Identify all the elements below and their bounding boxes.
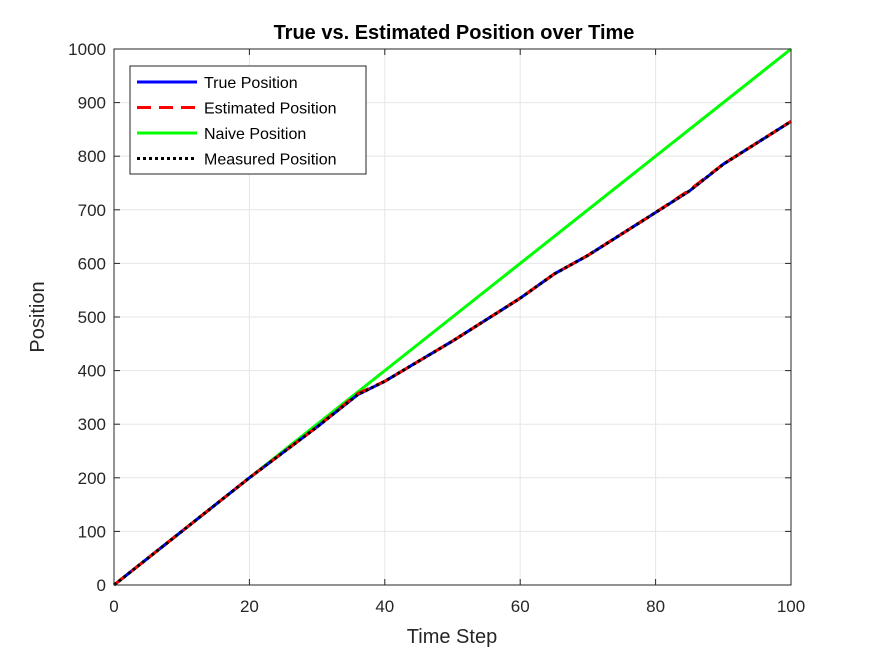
y-tick-label: 300 xyxy=(78,415,106,434)
x-axis-label: Time Step xyxy=(407,626,497,648)
y-tick-label: 100 xyxy=(78,522,106,541)
x-tick-label: 0 xyxy=(109,597,118,616)
x-tick-label: 60 xyxy=(511,597,530,616)
y-axis-label: Position xyxy=(27,281,49,352)
y-tick-label: 1000 xyxy=(68,40,106,59)
legend-label-measured-position: Measured Position xyxy=(204,152,337,169)
x-tick-label: 20 xyxy=(240,597,259,616)
x-tick-label: 100 xyxy=(777,597,805,616)
legend-label-estimated-position: Estimated Position xyxy=(204,101,337,118)
y-tick-label: 500 xyxy=(78,308,106,327)
series-lines xyxy=(113,47,792,587)
y-tick-label: 800 xyxy=(78,147,106,166)
axis-ticks: 0 20 40 60 80 1000100200300400500600700800900… xyxy=(68,40,805,616)
y-tick-label: 700 xyxy=(78,201,106,220)
series-line-measured-position xyxy=(113,120,792,587)
x-tick-label: 80 xyxy=(646,597,665,616)
y-tick-label: 0 xyxy=(97,576,106,595)
legend-box xyxy=(129,65,367,175)
y-tick-label: 400 xyxy=(78,362,106,381)
legend: True Position Estimated Position Naive Pos… xyxy=(129,65,367,175)
chart-title: True vs. Estimated Position over Time xyxy=(274,22,635,44)
y-tick-label: 200 xyxy=(78,469,106,488)
x-tick-label: 40 xyxy=(375,597,394,616)
y-tick-label: 600 xyxy=(78,254,106,273)
legend-label-true-position: True Position xyxy=(204,75,298,92)
legend-label-naive-position: Naive Position xyxy=(204,126,306,143)
y-tick-label: 900 xyxy=(78,94,106,113)
